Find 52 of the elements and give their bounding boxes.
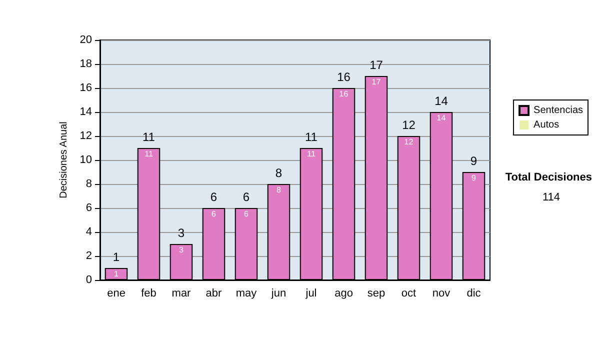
total-label: 6 [242, 190, 250, 204]
total-label: 17 [370, 58, 384, 72]
total-label: 8 [275, 166, 282, 180]
total-label: 12 [402, 118, 416, 132]
data-label: 16 [339, 90, 349, 98]
x-tick-label: dic [466, 288, 482, 300]
total-label: 14 [434, 94, 448, 108]
y-tick-label: 6 [86, 202, 92, 214]
text: 114 [542, 192, 560, 204]
y-tick-label: 0 [86, 274, 92, 286]
x-tick-label: oct [401, 288, 416, 300]
total-label: 1 [112, 250, 120, 264]
x-tick-label: feb [141, 288, 156, 300]
y-tick-label: 12 [80, 130, 92, 142]
data-label: 6 [244, 210, 250, 218]
data-label: 8 [276, 186, 282, 194]
x-tick-label: sep [367, 288, 386, 300]
text: Total Decisiones [505, 172, 592, 184]
y-tick-label: 16 [80, 82, 92, 94]
data-label: 12 [404, 138, 414, 146]
y-tick-label: 20 [80, 34, 92, 46]
x-tick-label: jul [304, 288, 317, 300]
x-tick-label: ene [107, 288, 126, 300]
y-tick-label: 4 [86, 226, 92, 238]
total-label: 9 [470, 154, 478, 168]
data-label: 6 [212, 210, 217, 218]
total-label: 11 [305, 130, 318, 144]
y-tick-label: 10 [80, 154, 92, 166]
data-label: 9 [472, 174, 477, 182]
data-label: 11 [307, 150, 316, 158]
data-label: 17 [372, 78, 382, 86]
x-tick-label: jun [270, 288, 286, 300]
data-label: 14 [436, 114, 446, 122]
data-label: 1 [114, 270, 120, 278]
y-tick-label: 14 [80, 106, 92, 118]
total-label: 16 [337, 70, 351, 84]
x-tick-label: abr [206, 288, 222, 300]
x-tick-label: mar [172, 288, 192, 300]
x-tick-label: may [236, 288, 258, 300]
total-label: 3 [178, 226, 185, 240]
legend-label: Sentencias [534, 105, 584, 116]
data-label: 11 [144, 150, 154, 158]
y-tick-label: 18 [80, 58, 92, 70]
legend-label: Autos [534, 120, 560, 130]
total-label: 11 [142, 130, 156, 144]
x-tick-label: nov [432, 288, 451, 300]
total-label: 6 [210, 190, 218, 204]
y-axis-title: Decisiones Anual [58, 122, 70, 198]
x-tick-label: ago [334, 288, 353, 300]
data-label: 3 [179, 246, 184, 254]
y-tick-label: 2 [86, 250, 92, 262]
y-tick-label: 8 [86, 178, 92, 190]
